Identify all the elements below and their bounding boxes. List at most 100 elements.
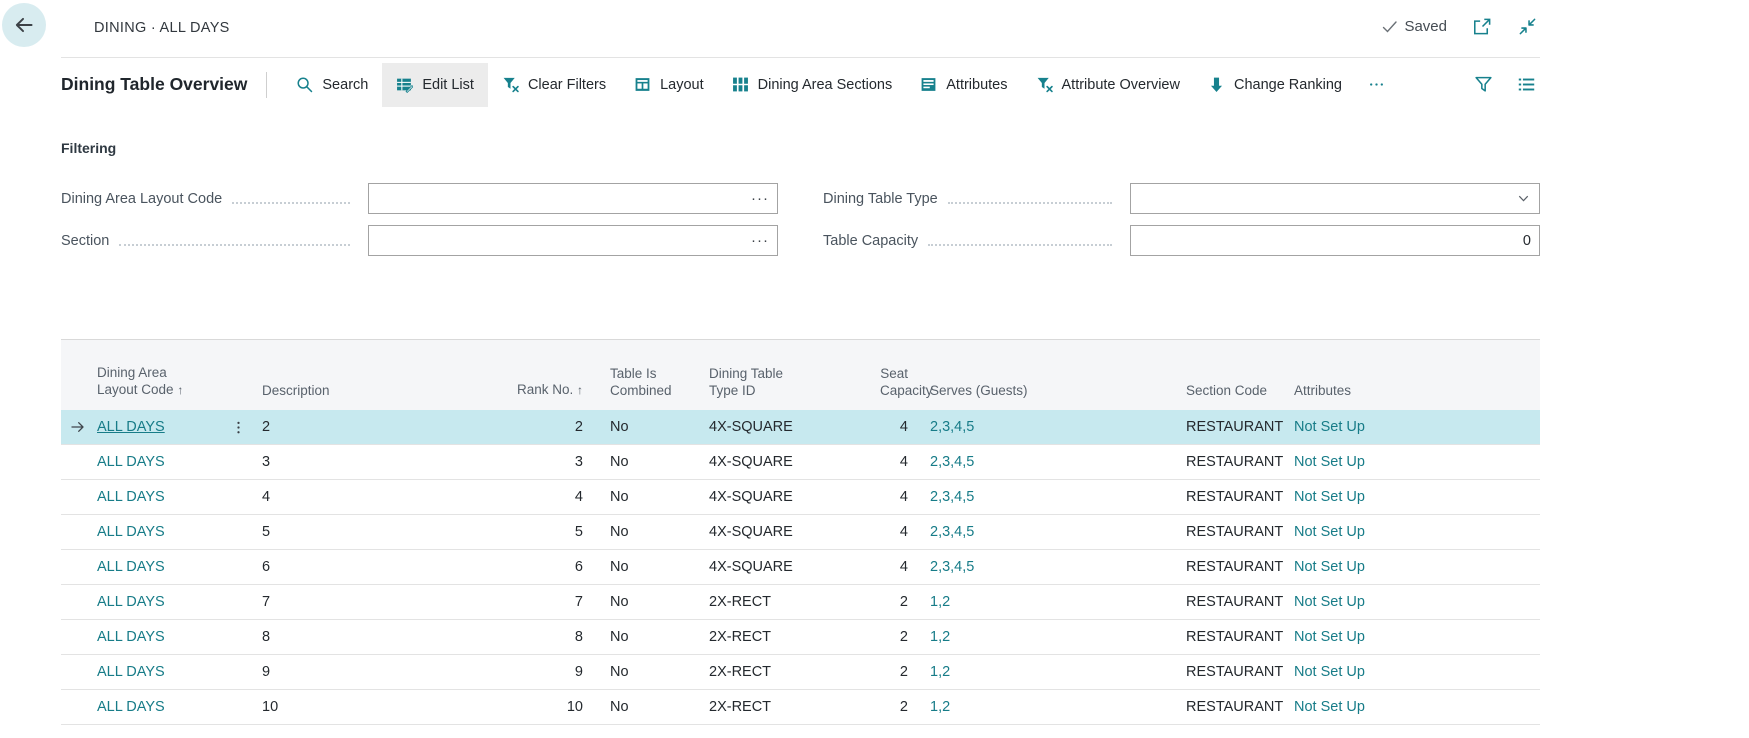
section-code-cell[interactable]: RESTAURANT bbox=[1181, 699, 1290, 715]
type-id-cell[interactable]: 2X-RECT bbox=[700, 629, 880, 645]
table-capacity-input[interactable]: 0 bbox=[1130, 225, 1540, 256]
section-code-cell[interactable]: RESTAURANT bbox=[1181, 524, 1290, 540]
column-header-seat-capacity[interactable]: Seat Capacity bbox=[880, 365, 925, 410]
attributes-link[interactable]: Not Set Up bbox=[1290, 664, 1540, 680]
rank-no-cell[interactable]: 3 bbox=[500, 454, 590, 470]
combined-cell[interactable]: No bbox=[590, 489, 700, 505]
combined-cell[interactable]: No bbox=[590, 664, 700, 680]
open-in-new-window-icon[interactable] bbox=[1473, 17, 1492, 36]
attributes-link[interactable]: Not Set Up bbox=[1290, 489, 1540, 505]
table-row[interactable]: ALL DAYS 5 5 No 4X-SQUARE 4 2,3,4,5 REST… bbox=[61, 515, 1540, 550]
section-code-cell[interactable]: RESTAURANT bbox=[1181, 559, 1290, 575]
description-cell[interactable]: 7 bbox=[255, 594, 500, 610]
attributes-link[interactable]: Not Set Up bbox=[1290, 524, 1540, 540]
description-cell[interactable]: 8 bbox=[255, 629, 500, 645]
rank-no-cell[interactable]: 5 bbox=[500, 524, 590, 540]
section-code-cell[interactable]: RESTAURANT bbox=[1181, 629, 1290, 645]
column-header-table-is-combined[interactable]: Table Is Combined bbox=[590, 365, 700, 410]
description-cell[interactable]: 2 bbox=[255, 419, 500, 435]
table-row[interactable]: ALL DAYS 2 2 No 4X-SQUARE 4 2,3,4,5 REST… bbox=[61, 410, 1540, 445]
section-code-cell[interactable]: RESTAURANT bbox=[1181, 594, 1290, 610]
attributes-link[interactable]: Not Set Up bbox=[1290, 699, 1540, 715]
attributes-link[interactable]: Not Set Up bbox=[1290, 454, 1540, 470]
clear-filters-button[interactable]: Clear Filters bbox=[488, 63, 620, 107]
layout-code-cell[interactable]: ALL DAYS bbox=[95, 699, 255, 715]
combined-cell[interactable]: No bbox=[590, 559, 700, 575]
combined-cell[interactable]: No bbox=[590, 629, 700, 645]
rank-no-cell[interactable]: 8 bbox=[500, 629, 590, 645]
type-id-cell[interactable]: 4X-SQUARE bbox=[700, 419, 880, 435]
attributes-link[interactable]: Not Set Up bbox=[1290, 559, 1540, 575]
type-id-cell[interactable]: 4X-SQUARE bbox=[700, 524, 880, 540]
attributes-button[interactable]: Attributes bbox=[906, 63, 1021, 107]
layout-code-cell[interactable]: ALL DAYS bbox=[95, 559, 255, 575]
table-row[interactable]: ALL DAYS 8 8 No 2X-RECT 2 1,2 RESTAURANT… bbox=[61, 620, 1540, 655]
type-id-cell[interactable]: 4X-SQUARE bbox=[700, 454, 880, 470]
rank-no-cell[interactable]: 7 bbox=[500, 594, 590, 610]
assist-edit-icon[interactable]: ··· bbox=[751, 236, 769, 246]
description-cell[interactable]: 5 bbox=[255, 524, 500, 540]
section-code-cell[interactable]: RESTAURANT bbox=[1181, 489, 1290, 505]
description-cell[interactable]: 10 bbox=[255, 699, 500, 715]
serves-guests-link[interactable]: 2,3,4,5 bbox=[925, 524, 1181, 540]
layout-code-cell[interactable]: ALL DAYS bbox=[95, 419, 255, 435]
description-cell[interactable]: 4 bbox=[255, 489, 500, 505]
seat-capacity-cell[interactable]: 4 bbox=[880, 489, 925, 505]
table-row[interactable]: ALL DAYS 10 10 No 2X-RECT 2 1,2 RESTAURA… bbox=[61, 690, 1540, 725]
rank-no-cell[interactable]: 9 bbox=[500, 664, 590, 680]
search-button[interactable]: Search bbox=[282, 63, 382, 107]
more-options-button[interactable] bbox=[1356, 63, 1397, 107]
change-ranking-button[interactable]: Change Ranking bbox=[1194, 63, 1356, 107]
column-header-attributes[interactable]: Attributes bbox=[1290, 382, 1540, 410]
section-input[interactable]: ··· bbox=[368, 225, 778, 256]
filter-pane-icon[interactable] bbox=[1474, 75, 1493, 94]
type-id-cell[interactable]: 2X-RECT bbox=[700, 664, 880, 680]
section-code-cell[interactable]: RESTAURANT bbox=[1181, 419, 1290, 435]
attribute-overview-button[interactable]: Attribute Overview bbox=[1022, 63, 1194, 107]
attributes-link[interactable]: Not Set Up bbox=[1290, 419, 1540, 435]
section-code-cell[interactable]: RESTAURANT bbox=[1181, 664, 1290, 680]
rank-no-cell[interactable]: 6 bbox=[500, 559, 590, 575]
combined-cell[interactable]: No bbox=[590, 594, 700, 610]
attributes-link[interactable]: Not Set Up bbox=[1290, 629, 1540, 645]
seat-capacity-cell[interactable]: 2 bbox=[880, 699, 925, 715]
layout-button[interactable]: Layout bbox=[620, 63, 718, 107]
serves-guests-link[interactable]: 2,3,4,5 bbox=[925, 559, 1181, 575]
type-id-cell[interactable]: 2X-RECT bbox=[700, 699, 880, 715]
seat-capacity-cell[interactable]: 4 bbox=[880, 524, 925, 540]
column-header-serves-guests[interactable]: Serves (Guests) bbox=[925, 382, 1181, 410]
seat-capacity-cell[interactable]: 2 bbox=[880, 594, 925, 610]
layout-code-cell[interactable]: ALL DAYS bbox=[95, 524, 255, 540]
seat-capacity-cell[interactable]: 2 bbox=[880, 629, 925, 645]
description-cell[interactable]: 9 bbox=[255, 664, 500, 680]
rank-no-cell[interactable]: 10 bbox=[500, 699, 590, 715]
section-code-cell[interactable]: RESTAURANT bbox=[1181, 454, 1290, 470]
serves-guests-link[interactable]: 2,3,4,5 bbox=[925, 419, 1181, 435]
table-row[interactable]: ALL DAYS 9 9 No 2X-RECT 2 1,2 RESTAURANT… bbox=[61, 655, 1540, 690]
table-row[interactable]: ALL DAYS 4 4 No 4X-SQUARE 4 2,3,4,5 REST… bbox=[61, 480, 1540, 515]
breadcrumb[interactable]: DINING · ALL DAYS bbox=[94, 20, 230, 36]
combined-cell[interactable]: No bbox=[590, 524, 700, 540]
column-header-type-id[interactable]: Dining Table Type ID bbox=[700, 365, 880, 410]
dining-table-type-select[interactable] bbox=[1130, 183, 1540, 214]
seat-capacity-cell[interactable]: 4 bbox=[880, 419, 925, 435]
combined-cell[interactable]: No bbox=[590, 419, 700, 435]
table-row[interactable]: ALL DAYS 7 7 No 2X-RECT 2 1,2 RESTAURANT… bbox=[61, 585, 1540, 620]
table-row[interactable]: ALL DAYS 6 6 No 4X-SQUARE 4 2,3,4,5 REST… bbox=[61, 550, 1540, 585]
serves-guests-link[interactable]: 1,2 bbox=[925, 594, 1181, 610]
collapse-window-icon[interactable] bbox=[1518, 17, 1537, 36]
attributes-link[interactable]: Not Set Up bbox=[1290, 594, 1540, 610]
serves-guests-link[interactable]: 1,2 bbox=[925, 699, 1181, 715]
serves-guests-link[interactable]: 2,3,4,5 bbox=[925, 454, 1181, 470]
description-cell[interactable]: 3 bbox=[255, 454, 500, 470]
serves-guests-link[interactable]: 2,3,4,5 bbox=[925, 489, 1181, 505]
column-header-description[interactable]: Description bbox=[255, 382, 500, 410]
layout-code-cell[interactable]: ALL DAYS bbox=[95, 489, 255, 505]
rank-no-cell[interactable]: 4 bbox=[500, 489, 590, 505]
type-id-cell[interactable]: 4X-SQUARE bbox=[700, 559, 880, 575]
seat-capacity-cell[interactable]: 4 bbox=[880, 559, 925, 575]
edit-list-button[interactable]: Edit List bbox=[382, 63, 488, 107]
type-id-cell[interactable]: 4X-SQUARE bbox=[700, 489, 880, 505]
row-menu-icon[interactable] bbox=[232, 420, 255, 435]
list-view-icon[interactable] bbox=[1517, 75, 1536, 94]
